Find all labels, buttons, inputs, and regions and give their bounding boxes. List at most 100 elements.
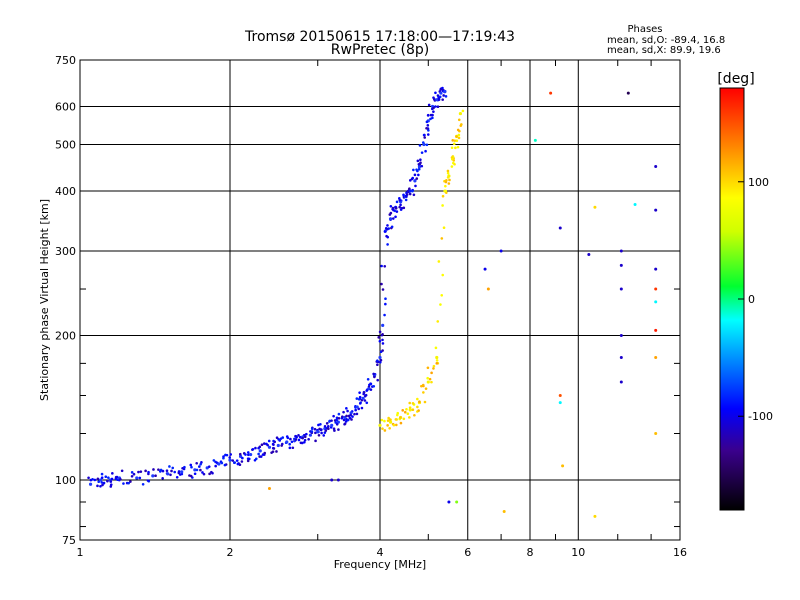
stats-x-mode: mean, sd,X: 89.9, 19.6: [607, 45, 721, 56]
trace-point: [343, 422, 347, 425]
trace-point: [408, 192, 412, 196]
trace-point: [412, 193, 416, 197]
scatter-point: [654, 355, 658, 359]
trace-point: [422, 142, 426, 147]
trace-point: [189, 474, 193, 478]
scatter-point: [626, 91, 630, 95]
trace-point: [104, 475, 108, 479]
trace-point: [341, 415, 344, 418]
trace-point: [423, 400, 427, 404]
trace-point: [297, 434, 300, 437]
trace-point: [441, 98, 444, 101]
trace-point: [332, 414, 335, 418]
trace-point: [436, 320, 440, 323]
trace-point: [178, 473, 182, 476]
trace-point: [344, 420, 348, 423]
trace-point: [317, 423, 320, 427]
trace-point: [102, 481, 106, 485]
trace-point: [336, 420, 340, 424]
scatter-point: [447, 500, 451, 504]
plot-area: [79, 59, 681, 541]
trace-point: [386, 224, 389, 227]
trace-point: [411, 176, 415, 180]
trace-point: [425, 120, 429, 124]
trace-point: [396, 411, 400, 415]
trace-point: [263, 451, 267, 455]
trace-point: [392, 423, 396, 427]
trace-point: [400, 206, 404, 210]
trace-point: [408, 408, 412, 412]
trace-point: [411, 189, 414, 193]
trace-point: [424, 387, 428, 390]
trace-point: [100, 476, 104, 480]
trace-point: [201, 471, 204, 474]
trace-point: [326, 425, 330, 428]
trace-point: [386, 424, 389, 427]
trace-point: [384, 297, 387, 301]
trace-point: [291, 446, 295, 450]
trace-point: [308, 433, 313, 437]
trace-point: [430, 380, 433, 384]
trace-point: [177, 470, 181, 473]
trace-point: [399, 416, 402, 419]
x-tick-label: 10: [571, 546, 585, 559]
trace-point: [389, 211, 393, 215]
trace-point: [262, 442, 266, 445]
trace-point: [348, 416, 352, 420]
colorbar-tick-label: 100: [748, 176, 769, 189]
trace-point: [365, 389, 369, 392]
trace-point: [199, 468, 202, 472]
trace-point: [420, 164, 424, 168]
trace-point: [314, 431, 317, 435]
trace-point: [165, 469, 169, 472]
trace-point: [147, 470, 150, 474]
trace-point: [272, 443, 275, 446]
trace-point: [420, 151, 424, 154]
trace-point: [314, 439, 317, 443]
trace-point: [419, 158, 422, 162]
trace-point: [415, 168, 418, 171]
scatter-point: [593, 514, 597, 518]
trace-point: [395, 418, 398, 421]
trace-point: [335, 422, 339, 426]
trace-point: [166, 472, 170, 476]
chart-title: Tromsø 20150615 17:18:00—17:19:43: [244, 29, 515, 45]
trace-point: [351, 415, 354, 418]
trace-point: [379, 358, 383, 362]
colorbar-tick-label: -100: [748, 410, 773, 423]
trace-point: [421, 383, 425, 387]
trace-point: [267, 439, 271, 443]
trace-point: [97, 480, 101, 484]
trace-point: [386, 243, 389, 246]
trace-point: [301, 436, 304, 440]
trace-point: [408, 416, 411, 419]
trace-point: [275, 436, 279, 440]
trace-point: [418, 144, 422, 147]
trace-point: [91, 478, 94, 481]
scatter-point: [483, 267, 487, 271]
trace-point: [120, 469, 124, 473]
trace-point: [423, 136, 427, 139]
trace-point: [154, 474, 157, 478]
scatter-point: [558, 394, 562, 398]
trace-point: [381, 288, 385, 291]
trace-point: [385, 227, 389, 231]
scatter-point: [336, 478, 340, 482]
trace-point: [288, 442, 291, 446]
trace-point: [224, 453, 227, 457]
trace-point: [139, 470, 143, 473]
trace-point: [378, 330, 382, 334]
trace-point: [408, 189, 412, 193]
trace-point: [319, 422, 322, 426]
trace-point: [416, 159, 420, 163]
y-axis-ticks: 75 100 200 300 400 500 600 750: [55, 54, 76, 547]
trace-point: [431, 116, 434, 120]
trace-point: [408, 401, 412, 405]
trace-point: [376, 363, 379, 367]
trace-point: [161, 469, 165, 473]
trace-point: [444, 189, 448, 193]
scatter-point: [593, 205, 597, 209]
trace-point: [383, 230, 387, 233]
trace-point: [320, 428, 323, 431]
trace-point: [246, 451, 250, 454]
